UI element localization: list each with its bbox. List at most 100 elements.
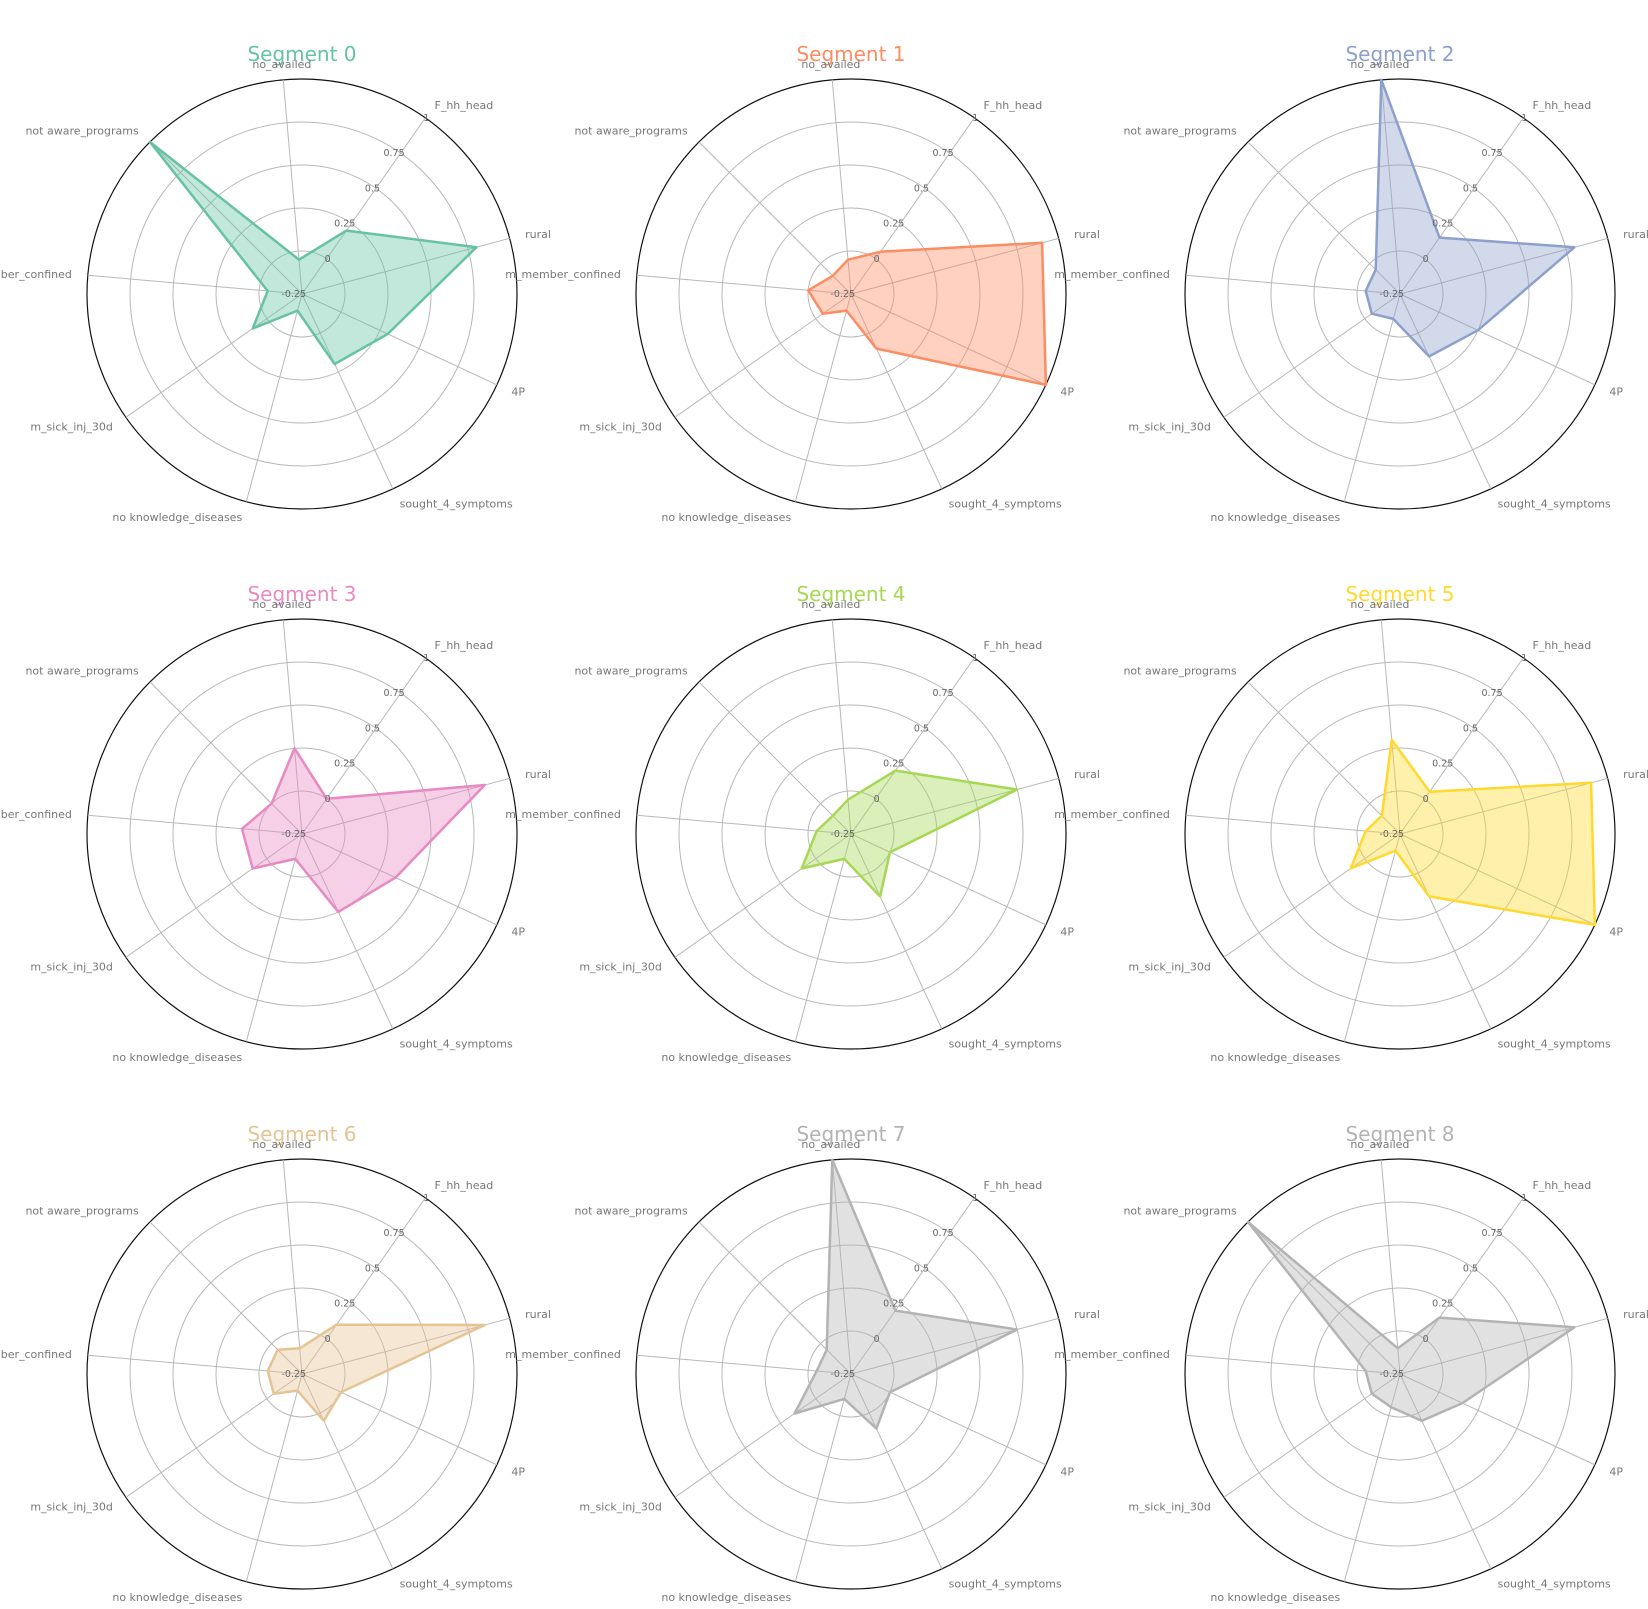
radar-spoke (698, 681, 852, 835)
radar-axis-label: m_member_confined (505, 808, 621, 821)
radar-spoke (301, 1197, 426, 1375)
radar-gridline-ring (678, 121, 1024, 467)
radar-spoke (125, 293, 303, 418)
radar-axis-label: 4P (511, 1466, 525, 1479)
radar-tick-label: 0.25 (883, 219, 904, 230)
radar-spoke (1380, 1159, 1401, 1375)
radar-outer-ring (1184, 618, 1616, 1050)
radar-spoke (831, 619, 852, 835)
radar-axis-label: sought_4_symptoms (400, 497, 513, 510)
radar-series-area (148, 140, 478, 366)
radar-tick-label: 0 (874, 794, 880, 805)
radar-spoke (301, 833, 498, 926)
radar-tick-label: 0 (325, 254, 331, 265)
radar-spoke (636, 1354, 852, 1375)
radar-axis-label: no_availed (252, 58, 311, 71)
radar-spoke (1399, 293, 1492, 490)
radar-spoke (850, 1197, 975, 1375)
radar-spoke (301, 1373, 394, 1570)
radar-tick-label: 0.75 (932, 148, 953, 159)
radar-spoke (1343, 833, 1401, 1042)
radar-spoke (850, 1317, 1059, 1375)
radar-axis-label: no knowledge_diseases (661, 1591, 791, 1604)
radar-series-area (806, 241, 1048, 387)
radar-panel-7: Segment 7 -0.25 0 0.25 0.5 0.75 1 F_hh_headrura… (505, 1122, 1100, 1604)
radar-tick-label: 1 (423, 653, 429, 664)
radar-spoke (1399, 117, 1524, 295)
radar-axis-label: m_sick_inj_30d (1128, 1501, 1210, 1514)
radar-spoke (301, 1373, 498, 1466)
radar-spoke (674, 293, 852, 418)
radar-panel-6: Segment 6 -0.25 0 0.25 0.5 0.75 1 F_hh_headrura… (0, 1122, 551, 1604)
radar-gridline-ring (1313, 747, 1487, 921)
radar-spoke (1343, 293, 1401, 502)
radar-gridline-ring (215, 1287, 389, 1461)
radar-axis-label: no knowledge_diseases (112, 1591, 242, 1604)
radar-tick-label: -0.25 (830, 289, 855, 300)
radar-axis-label: 4P (1609, 386, 1623, 399)
panel-title: Segment 2 (1345, 42, 1454, 66)
radar-spoke (282, 619, 303, 835)
radar-tick-label: 0.75 (932, 688, 953, 699)
radar-spoke (125, 1373, 303, 1498)
radar-spoke (674, 1373, 852, 1498)
radar-axis-label: not aware_programs (574, 125, 687, 138)
radar-spoke (245, 833, 303, 1042)
radar-tick-label: 0.25 (883, 759, 904, 770)
radar-axis-label: rural (525, 768, 551, 781)
radar-axis-label: no_availed (252, 598, 311, 611)
radar-tick-label: 0.5 (914, 183, 929, 194)
radar-axis-label: not aware_programs (574, 665, 687, 678)
radar-series-area (1364, 78, 1576, 358)
radar-tick-label: 0 (1423, 1334, 1429, 1345)
radar-gridline-ring (172, 1244, 432, 1504)
radar-outer-ring (86, 78, 518, 510)
radar-tick-label: 0.75 (932, 1228, 953, 1239)
radar-gridline-ring (764, 207, 938, 381)
radar-spoke (1399, 833, 1596, 926)
radar-spoke (831, 79, 852, 295)
radar-axis-label: rural (1623, 768, 1648, 781)
radar-axis-label: no knowledge_diseases (1210, 1051, 1340, 1064)
radar-axis-label: F_hh_head (1533, 1179, 1592, 1192)
radar-panel-0: Segment 0 -0.25 0 0.25 0.5 0.75 1 F_hh_headrura… (0, 42, 551, 524)
panel-title: Segment 5 (1345, 582, 1454, 606)
radar-gridline-ring (258, 1330, 346, 1418)
radar-axis-label: no_availed (801, 1138, 860, 1151)
radar-axis-label: sought_4_symptoms (1498, 1577, 1611, 1590)
radar-tick-label: 0.5 (914, 723, 929, 734)
radar-tick-label: 0 (874, 254, 880, 265)
radar-gridline-ring (215, 207, 389, 381)
radar-spoke (1223, 833, 1401, 958)
radar-axis-label: 4P (1060, 1466, 1074, 1479)
radar-tick-label: 0.5 (1463, 183, 1478, 194)
radar-axis-label: no_availed (1350, 58, 1409, 71)
radar-tick-label: -0.25 (830, 829, 855, 840)
radar-axis-label: F_hh_head (984, 99, 1043, 112)
radar-tick-label: -0.25 (1379, 1369, 1404, 1380)
radar-tick-label: -0.25 (281, 289, 306, 300)
radar-spoke (1399, 1197, 1524, 1375)
radar-gridline-ring (1356, 250, 1444, 338)
radar-tick-label: -0.25 (281, 829, 306, 840)
radar-axis-label: no knowledge_diseases (661, 1051, 791, 1064)
radar-spoke (301, 1317, 510, 1375)
radar-axis-label: sought_4_symptoms (949, 1037, 1062, 1050)
radar-spoke (1399, 1373, 1596, 1466)
radar-spoke (1399, 833, 1492, 1030)
radar-gridline-ring (1270, 164, 1530, 424)
radar-gridline-ring (129, 121, 475, 467)
radar-spoke (149, 681, 303, 835)
radar-panel-4: Segment 4 -0.25 0 0.25 0.5 0.75 1 F_hh_headrura… (505, 582, 1100, 1064)
radar-spoke (1399, 293, 1596, 386)
radar-gridline-ring (1227, 121, 1573, 467)
radar-tick-label: 1 (1521, 113, 1527, 124)
radar-spoke (1380, 79, 1401, 295)
radar-axis-label: not aware_programs (25, 1205, 138, 1218)
radar-series-area (266, 1323, 487, 1423)
radar-axis-label: m_member_confined (505, 268, 621, 281)
radar-axis-label: m_sick_inj_30d (579, 1501, 661, 1514)
radar-spoke (301, 117, 426, 295)
radar-axis-label: no knowledge_diseases (661, 511, 791, 524)
